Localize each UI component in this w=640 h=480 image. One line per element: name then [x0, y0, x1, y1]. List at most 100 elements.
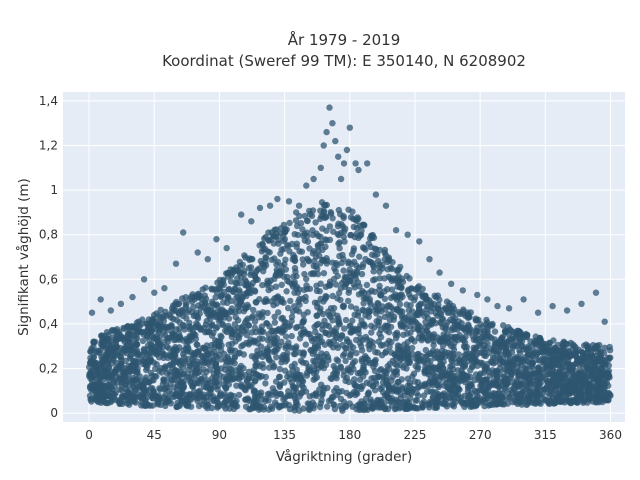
data-point — [184, 309, 191, 316]
data-point — [476, 371, 483, 379]
data-point — [352, 160, 359, 167]
y-tick-label: 0,8 — [39, 228, 58, 242]
data-point — [534, 309, 542, 316]
data-point — [384, 363, 391, 370]
data-point — [329, 120, 336, 127]
data-point — [446, 389, 453, 396]
data-point — [227, 278, 235, 285]
data-point — [549, 383, 556, 390]
data-point — [271, 332, 278, 339]
data-point — [336, 252, 343, 260]
data-point — [595, 380, 602, 388]
data-point — [172, 260, 180, 267]
data-point — [388, 265, 396, 273]
data-point — [403, 365, 410, 372]
data-point — [343, 336, 351, 343]
data-point — [113, 336, 120, 344]
data-point — [438, 347, 446, 354]
data-point — [300, 326, 307, 333]
data-point — [448, 357, 455, 364]
data-point — [384, 397, 391, 405]
data-point — [394, 345, 401, 353]
data-point — [362, 294, 369, 302]
data-point — [286, 219, 293, 227]
data-point — [470, 348, 477, 355]
data-point — [544, 379, 551, 387]
data-point — [559, 380, 567, 387]
data-point — [266, 357, 273, 364]
data-point — [439, 315, 447, 323]
y-tick-label: 1,2 — [39, 139, 58, 153]
data-point — [459, 287, 466, 294]
data-point — [156, 367, 163, 375]
data-point — [154, 398, 161, 405]
data-point — [374, 349, 381, 356]
data-point — [222, 356, 229, 364]
data-point — [286, 248, 293, 255]
data-point — [201, 300, 209, 308]
data-point — [589, 352, 596, 359]
data-point — [334, 295, 341, 302]
data-point — [342, 403, 350, 410]
data-point — [213, 236, 220, 243]
data-point — [259, 335, 266, 342]
data-point — [546, 353, 554, 361]
data-point — [400, 331, 407, 338]
data-point — [591, 374, 598, 381]
data-point — [554, 383, 561, 390]
data-point — [366, 341, 374, 348]
data-point — [544, 345, 551, 353]
data-point — [395, 273, 402, 280]
data-point — [295, 202, 303, 209]
data-point — [462, 312, 469, 319]
data-point — [289, 240, 296, 248]
data-point — [156, 354, 163, 361]
data-point — [507, 327, 514, 334]
data-point — [255, 310, 262, 317]
data-point — [427, 320, 434, 328]
data-point — [461, 392, 468, 400]
data-point — [365, 240, 372, 247]
data-point — [212, 364, 220, 371]
data-point — [125, 362, 132, 370]
data-point — [553, 374, 560, 382]
data-point — [159, 349, 166, 356]
data-point — [337, 285, 344, 292]
data-point — [455, 395, 462, 402]
data-point — [227, 307, 234, 315]
data-point — [377, 366, 385, 373]
data-point — [337, 175, 345, 183]
data-point — [275, 309, 282, 316]
data-point — [192, 312, 199, 319]
data-point — [342, 316, 350, 324]
data-point — [208, 350, 215, 357]
data-point — [539, 373, 546, 380]
data-point — [376, 315, 383, 322]
data-point — [433, 348, 440, 355]
data-point — [131, 349, 139, 356]
data-point — [204, 256, 211, 263]
data-point — [310, 357, 317, 364]
data-point — [194, 249, 201, 256]
data-point — [518, 401, 526, 408]
data-point — [224, 270, 231, 277]
data-point — [245, 264, 253, 272]
data-point — [112, 396, 120, 404]
data-point — [275, 327, 282, 334]
data-point — [97, 296, 104, 303]
data-point — [349, 403, 356, 410]
data-point — [245, 368, 253, 375]
data-point — [434, 312, 441, 319]
data-point — [91, 338, 99, 346]
data-point — [584, 342, 592, 350]
data-point — [346, 266, 353, 273]
data-point — [287, 297, 294, 305]
data-point — [429, 388, 437, 395]
data-point — [403, 301, 410, 308]
data-point — [267, 277, 274, 284]
data-point — [195, 302, 202, 309]
data-point — [395, 278, 402, 285]
data-point — [427, 302, 435, 309]
data-point — [284, 304, 292, 312]
data-point — [195, 402, 203, 410]
